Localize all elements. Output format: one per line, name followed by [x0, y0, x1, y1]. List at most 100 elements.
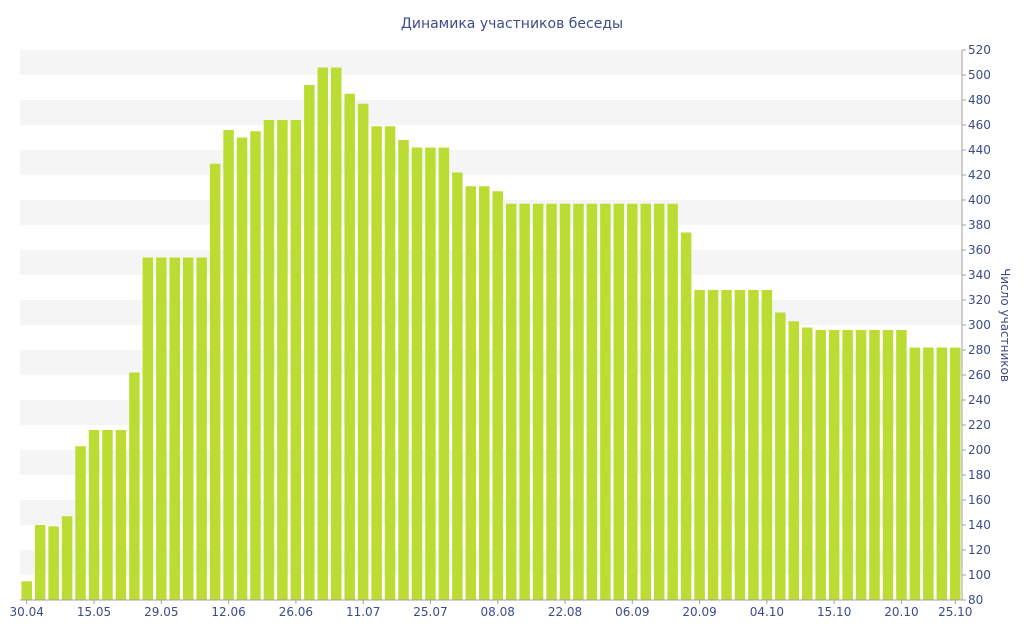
bar: [102, 430, 113, 600]
x-tick-label: 20.09: [682, 605, 716, 619]
bar: [411, 147, 423, 600]
bars: [21, 67, 961, 600]
y-tick-label: 340: [968, 268, 991, 282]
x-tick-label: 29.05: [144, 605, 178, 619]
y-tick-label: 300: [968, 318, 991, 332]
y-tick-label: 520: [968, 43, 991, 57]
y-tick-label: 420: [968, 168, 991, 182]
bar: [479, 186, 490, 600]
y-tick-label: 180: [968, 468, 991, 482]
bar: [519, 203, 530, 600]
bar: [532, 203, 544, 600]
x-tick-label: 15.05: [77, 605, 111, 619]
bar: [61, 516, 73, 600]
bar: [115, 430, 127, 600]
x-tick-label: 25.10: [938, 605, 972, 619]
bar: [209, 163, 221, 600]
bar: [452, 172, 463, 600]
bar: [600, 203, 611, 600]
y-tick-label: 100: [968, 568, 991, 582]
bar: [667, 203, 678, 600]
bar: [775, 312, 786, 600]
bar: [586, 203, 598, 600]
x-tick-label: 04.10: [750, 605, 784, 619]
grid-band: [20, 100, 962, 125]
y-tick-label: 380: [968, 218, 991, 232]
bar: [896, 330, 907, 600]
chart-title: Динамика участников беседы: [401, 16, 623, 32]
bar: [357, 103, 369, 600]
bar: [855, 330, 867, 600]
y-axis-label: Число участников: [998, 268, 1012, 382]
x-tick-label: 22.08: [548, 605, 582, 619]
bar: [330, 67, 342, 600]
x-tick-label: 26.06: [279, 605, 313, 619]
bar: [815, 330, 826, 600]
bar: [290, 120, 302, 600]
bar: [653, 203, 665, 600]
x-tick-label: 30.04: [10, 605, 44, 619]
bar: [559, 203, 571, 600]
y-tick-label: 280: [968, 343, 991, 357]
y-tick-label: 120: [968, 543, 991, 557]
bar: [613, 203, 625, 600]
bar: [236, 137, 248, 600]
bar: [694, 290, 705, 600]
y-tick-label: 220: [968, 418, 991, 432]
x-axis: 30.04 15.05 29.05 12.06 26.06 11.07 25.07 08.08…: [10, 599, 972, 619]
bar: [828, 330, 840, 600]
bar: [384, 126, 396, 600]
y-tick-label: 140: [968, 518, 991, 532]
bar: [492, 191, 503, 600]
bar: [304, 85, 315, 600]
bar: [546, 203, 557, 600]
y-tick-label: 320: [968, 293, 991, 307]
bar: [640, 203, 652, 600]
bar: [882, 330, 894, 600]
y-tick-label: 260: [968, 368, 991, 382]
bar: [169, 257, 181, 600]
bar: [573, 203, 584, 600]
bar: [950, 347, 961, 600]
bar: [465, 186, 477, 600]
bar: [734, 290, 746, 600]
bar: [156, 257, 167, 600]
bar: [748, 290, 759, 600]
x-tick-label: 15.10: [817, 605, 851, 619]
grid-band: [20, 150, 962, 175]
bar: [909, 347, 921, 600]
bar: [842, 330, 853, 600]
y-tick-label: 440: [968, 143, 991, 157]
grid-band: [20, 200, 962, 225]
x-tick-label: 20.10: [884, 605, 918, 619]
y-tick-label: 500: [968, 68, 991, 82]
bar: [250, 131, 261, 600]
y-tick-label: 360: [968, 243, 991, 257]
bar: [196, 257, 207, 600]
bar: [788, 321, 800, 600]
bar: [425, 147, 436, 600]
y-tick-label: 480: [968, 93, 991, 107]
bar: [398, 140, 409, 600]
bar: [88, 430, 100, 600]
bar: [707, 290, 719, 600]
y-tick-label: 80: [968, 593, 983, 607]
y-tick-label: 200: [968, 443, 991, 457]
bar: [505, 203, 517, 600]
bar: [277, 120, 288, 600]
y-tick-label: 460: [968, 118, 991, 132]
bar: [801, 327, 813, 600]
bar: [344, 93, 355, 600]
bar: [263, 120, 275, 600]
bar: [936, 347, 948, 600]
bar: [75, 446, 86, 600]
bar: [371, 126, 382, 600]
bar: [721, 290, 732, 600]
bar: [182, 257, 194, 600]
y-tick-label: 160: [968, 493, 991, 507]
x-tick-label: 11.07: [346, 605, 380, 619]
bar: [21, 581, 32, 600]
bar: [438, 147, 450, 600]
x-tick-label: 12.06: [211, 605, 245, 619]
